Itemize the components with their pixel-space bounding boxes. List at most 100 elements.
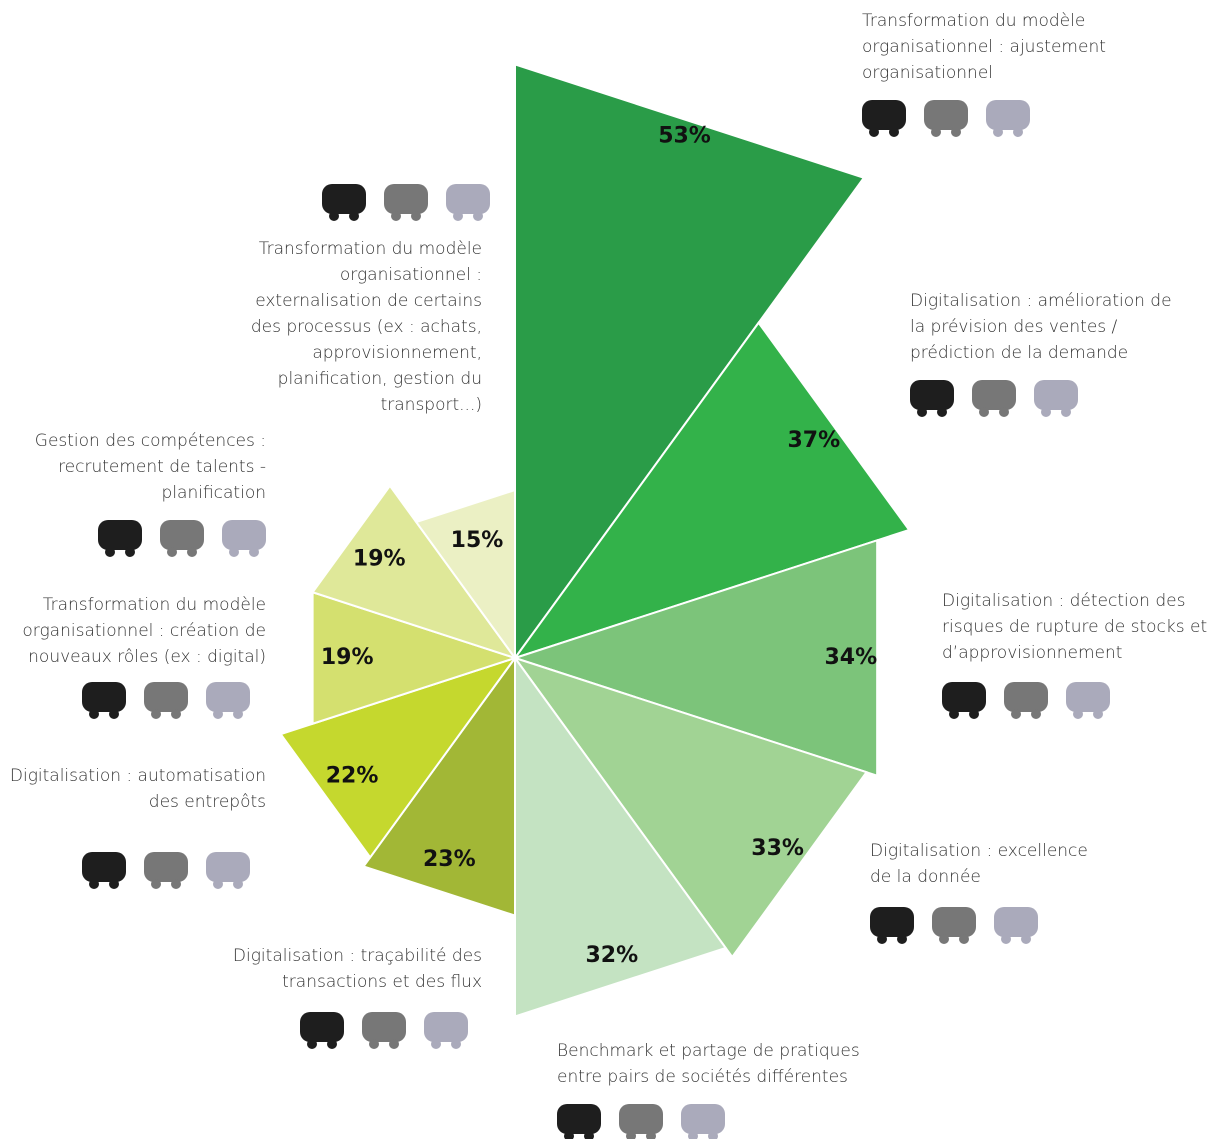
category-label: Digitalisation : amélioration de la prév… <box>910 291 1172 363</box>
icon <box>82 852 126 882</box>
icon-row <box>82 682 250 719</box>
category-label: Digitalisation : automatisation des entr… <box>9 766 266 812</box>
icon <box>1004 682 1048 712</box>
icon <box>619 1104 663 1134</box>
icon-detail <box>349 211 359 221</box>
icon-row <box>910 380 1078 417</box>
icon-detail <box>171 709 181 719</box>
icon-detail <box>307 1039 317 1049</box>
icon-detail <box>939 934 949 944</box>
icon-detail <box>584 1131 594 1139</box>
icon <box>322 184 366 214</box>
icon-detail <box>453 211 463 221</box>
value-label: 19% <box>321 645 374 670</box>
value-label: 19% <box>353 546 406 571</box>
icon-detail <box>229 547 239 557</box>
icon-detail <box>999 407 1009 417</box>
icon-detail <box>213 709 223 719</box>
icon <box>384 184 428 214</box>
icon <box>862 100 906 130</box>
icon <box>1066 682 1110 712</box>
category-label: Transformation du modèle organisationnel… <box>22 595 266 667</box>
icon-detail <box>869 127 879 137</box>
icon-detail <box>564 1131 574 1139</box>
icon-row <box>98 520 266 557</box>
icon-detail <box>969 709 979 719</box>
icon-detail <box>151 709 161 719</box>
category-label: Digitalisation : traçabilité des transac… <box>232 946 482 992</box>
value-label: 15% <box>451 528 504 553</box>
category-label: Digitalisation : détection des risques d… <box>942 591 1208 663</box>
value-label: 37% <box>788 428 841 453</box>
icon-detail <box>949 709 959 719</box>
icon-detail <box>187 547 197 557</box>
icon-detail <box>1021 934 1031 944</box>
icon <box>942 682 986 712</box>
category-label: Digitalisation : excellence de la donnée <box>870 841 1088 887</box>
icon-detail <box>688 1131 698 1139</box>
icon-row <box>942 682 1110 719</box>
icon-detail <box>951 127 961 137</box>
icon-detail <box>125 547 135 557</box>
icon-detail <box>171 879 181 889</box>
icon-detail <box>959 934 969 944</box>
icon <box>206 682 250 712</box>
icon-detail <box>1031 709 1041 719</box>
icon <box>144 682 188 712</box>
icon-detail <box>89 709 99 719</box>
category-label: Gestion des compétences : recrutement de… <box>34 431 266 503</box>
icon <box>82 682 126 712</box>
icon-detail <box>233 879 243 889</box>
icon-detail <box>1011 709 1021 719</box>
icon-detail <box>889 127 899 137</box>
icon <box>424 1012 468 1042</box>
category-label: Transformation du modèle organisationnel… <box>862 11 1106 83</box>
icon-row <box>870 907 1038 944</box>
value-label: 23% <box>423 847 476 872</box>
icon-detail <box>473 211 483 221</box>
value-label: 33% <box>751 836 804 861</box>
icon <box>144 852 188 882</box>
icon <box>910 380 954 410</box>
icon-detail <box>626 1131 636 1139</box>
icon-detail <box>233 709 243 719</box>
icon-row <box>82 852 250 889</box>
category-label: Benchmark et partage de pratiques entre … <box>557 1041 860 1087</box>
icon-detail <box>411 211 421 221</box>
icon <box>870 907 914 937</box>
icon <box>206 852 250 882</box>
icon <box>1034 380 1078 410</box>
icon <box>972 380 1016 410</box>
value-label: 34% <box>824 645 877 670</box>
icon <box>300 1012 344 1042</box>
icon-detail <box>1073 709 1083 719</box>
icon-detail <box>708 1131 718 1139</box>
icon-detail <box>979 407 989 417</box>
icon-detail <box>917 407 927 417</box>
icon-detail <box>389 1039 399 1049</box>
icon-detail <box>646 1131 656 1139</box>
icon-row <box>300 1012 468 1049</box>
icon-detail <box>1093 709 1103 719</box>
value-label: 53% <box>658 123 711 148</box>
icon-detail <box>391 211 401 221</box>
icon-detail <box>213 879 223 889</box>
icon-detail <box>1061 407 1071 417</box>
icon-row <box>322 184 490 221</box>
sector <box>414 488 516 662</box>
icon-detail <box>329 211 339 221</box>
icon-detail <box>109 879 119 889</box>
value-label: 32% <box>586 943 639 968</box>
icon <box>924 100 968 130</box>
icon <box>362 1012 406 1042</box>
value-label: 22% <box>326 763 379 788</box>
icon-detail <box>105 547 115 557</box>
icon-detail <box>89 879 99 889</box>
icon-detail <box>451 1039 461 1049</box>
icon-detail <box>937 407 947 417</box>
icon-detail <box>151 879 161 889</box>
icon <box>446 184 490 214</box>
icon <box>557 1104 601 1134</box>
icon <box>986 100 1030 130</box>
